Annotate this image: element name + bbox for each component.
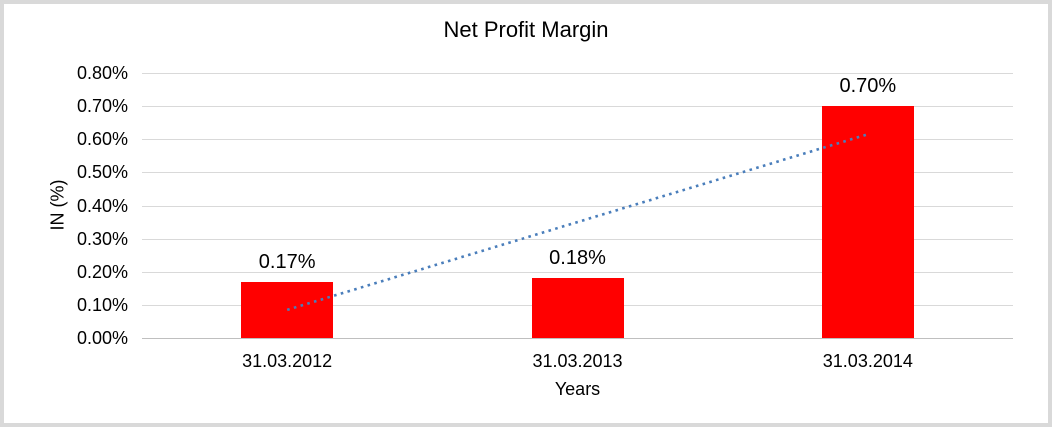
bar-31.03.2012 — [241, 281, 334, 338]
x-tick-label: 31.03.2014 — [822, 351, 913, 371]
bar-data-label: 0.70% — [839, 75, 897, 98]
bar-data-label: 0.17% — [258, 250, 316, 273]
x-axis-line — [142, 338, 1013, 339]
y-tick-label: 0.70% — [76, 96, 128, 117]
x-axis-title: Years — [554, 379, 601, 399]
y-tick-label: 0.10% — [76, 294, 128, 315]
bar-data-label: 0.18% — [549, 247, 606, 270]
x-tick-label: 31.03.2013 — [532, 351, 623, 371]
y-tick-label: 0.40% — [76, 195, 128, 216]
bar-31.03.2014 — [821, 106, 914, 338]
x-tick-label: 31.03.2012 — [242, 351, 333, 371]
gridline — [142, 73, 1013, 74]
y-tick-label: 0.60% — [76, 129, 128, 150]
chart-title: Net Profit Margin — [443, 17, 609, 42]
y-tick-label: 0.00% — [76, 328, 128, 348]
y-tick-label: 0.50% — [76, 162, 128, 183]
gridline — [142, 106, 1013, 108]
y-tick-label: 0.30% — [76, 228, 128, 249]
y-tick-label: 0.80% — [76, 63, 128, 83]
bar-31.03.2013 — [531, 278, 624, 338]
y-tick-label: 0.20% — [76, 261, 128, 282]
